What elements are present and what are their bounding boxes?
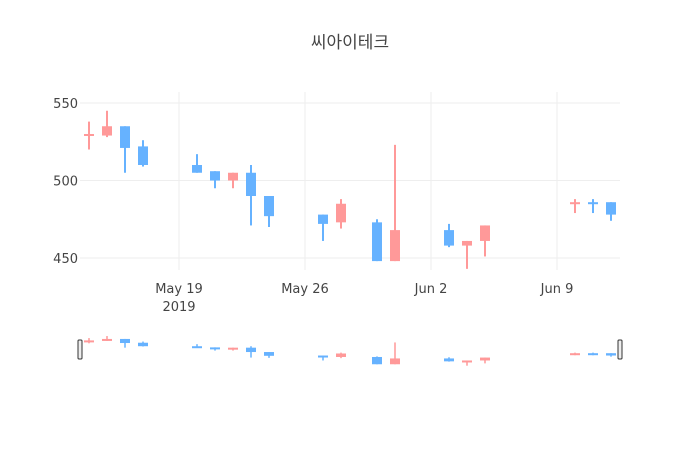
mini-candle-body — [588, 353, 598, 356]
x-axis: May 19 2019 May 26 Jun 2 Jun 9 — [155, 282, 573, 315]
candle-increasing[interactable] — [102, 110, 112, 138]
candle-increasing[interactable] — [462, 240, 472, 269]
mini-candle-body — [246, 347, 256, 353]
candle-body — [318, 214, 328, 224]
y-axis: 450 500 550 — [53, 97, 78, 267]
mini-candle-body — [462, 360, 472, 363]
y-tick-label: 450 — [53, 252, 78, 267]
y-tick-label: 500 — [53, 175, 78, 190]
candle-increasing[interactable] — [336, 199, 346, 229]
range-slider-bg — [80, 330, 620, 370]
candle-body — [588, 202, 598, 205]
candles — [84, 110, 616, 269]
mini-candle-body — [318, 355, 328, 358]
candle-decreasing[interactable] — [444, 223, 454, 248]
mini-candle-body — [336, 353, 346, 357]
x-tick-label: Jun 2 — [414, 282, 448, 297]
range-slider-right-handle[interactable] — [617, 339, 623, 360]
candle-body — [210, 171, 220, 181]
mini-candle-body — [444, 358, 454, 362]
mini-candle-body — [480, 357, 490, 361]
gridlines — [80, 92, 620, 270]
candle-body — [444, 230, 454, 246]
mini-candle-body — [120, 338, 130, 344]
mini-candle-body — [102, 338, 112, 341]
range-slider[interactable] — [77, 330, 623, 370]
chart-title: 씨아이테크 — [310, 33, 390, 53]
mini-candle-body — [372, 356, 382, 365]
x-tick-label: May 26 — [281, 282, 329, 297]
y-tick-label: 550 — [53, 97, 78, 112]
candle-body — [606, 202, 616, 215]
mini-candle-body — [570, 353, 580, 356]
mini-candle-body — [606, 353, 616, 356]
candle-body — [228, 172, 238, 181]
candle-body — [372, 222, 382, 262]
candle-body — [84, 134, 94, 136]
candle-body — [246, 172, 256, 196]
mini-candle-body — [192, 346, 202, 349]
candle-decreasing[interactable] — [246, 165, 256, 226]
candle-body — [138, 146, 148, 165]
mini-candle-body — [228, 347, 238, 350]
candle-body — [120, 126, 130, 148]
candle-decreasing[interactable] — [588, 199, 598, 214]
candle-body — [480, 225, 490, 241]
candle-decreasing[interactable] — [120, 126, 130, 173]
candle-body — [570, 202, 580, 205]
candle-decreasing[interactable] — [372, 219, 382, 262]
range-slider-left-handle[interactable] — [77, 339, 83, 360]
candle-decreasing[interactable] — [318, 214, 328, 241]
candle-increasing[interactable] — [228, 172, 238, 189]
candle-increasing[interactable] — [480, 225, 490, 257]
candle-decreasing[interactable] — [192, 154, 202, 173]
candle-decreasing[interactable] — [606, 202, 616, 221]
candle-increasing[interactable] — [570, 199, 580, 214]
mini-candle-body — [138, 342, 148, 347]
candle-body — [336, 203, 346, 223]
candle-increasing[interactable] — [84, 121, 94, 150]
mini-candle-body — [264, 352, 274, 356]
mini-candle-body — [84, 340, 94, 343]
x-tick-label: May 19 — [155, 282, 203, 297]
candle-decreasing[interactable] — [138, 140, 148, 167]
candle-body — [264, 196, 274, 217]
candle-increasing[interactable] — [390, 144, 400, 262]
candle-decreasing[interactable] — [264, 196, 274, 227]
candle-body — [102, 126, 112, 136]
candle-body — [462, 240, 472, 246]
candle-decreasing[interactable] — [210, 171, 220, 189]
x-tick-year-label: 2019 — [162, 300, 195, 315]
candle-body — [390, 230, 400, 262]
mini-candle-body — [210, 347, 220, 350]
x-tick-label: Jun 9 — [540, 282, 574, 297]
candle-body — [192, 165, 202, 173]
mini-candle-body — [390, 358, 400, 365]
